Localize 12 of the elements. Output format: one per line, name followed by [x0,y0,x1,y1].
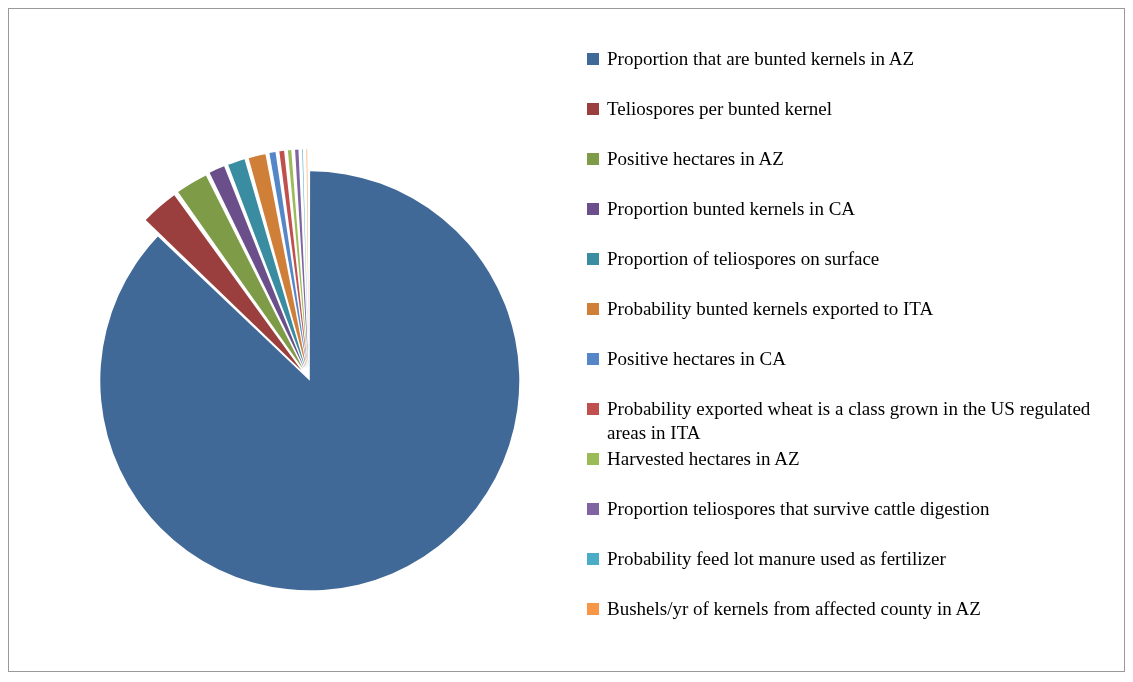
legend-label: Positive hectares in CA [607,347,786,371]
legend-label: Positive hectares in AZ [607,147,784,171]
legend-label: Proportion bunted kernels in CA [607,197,856,221]
legend-label: Probability feed lot manure used as fertilizer [607,547,946,571]
legend-label: Proportion of teliospores on surface [607,247,880,271]
legend-label: Proportion teliospores that survive cattle digestion [607,497,990,521]
legend-label: Teliospores per bunted kernel [607,97,833,121]
legend-label: Probability bunted kernels exported to ITA [607,297,934,321]
legend-label: Proportion that are bunted kernels in AZ [607,47,915,71]
legend-label: Probability exported wheat is a class grown in the US regulated areas in ITA [607,397,1092,445]
legend-label: Harvested hectares in AZ [607,447,800,471]
legend-label: Bushels/yr of kernels from affected county in AZ [607,597,981,621]
